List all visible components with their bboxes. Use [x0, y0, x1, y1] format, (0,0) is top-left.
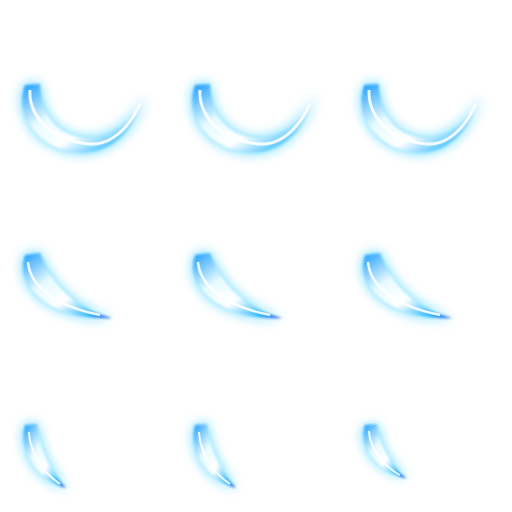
slash-frame [363, 253, 452, 318]
slash-frame [23, 253, 112, 318]
slash-frame [364, 424, 406, 478]
slash-frame [22, 84, 146, 152]
slash-frame [24, 424, 66, 488]
slash-frame [193, 253, 282, 318]
slash-frame [192, 84, 316, 152]
slash-frame [194, 424, 236, 488]
slash-frame [362, 84, 482, 152]
